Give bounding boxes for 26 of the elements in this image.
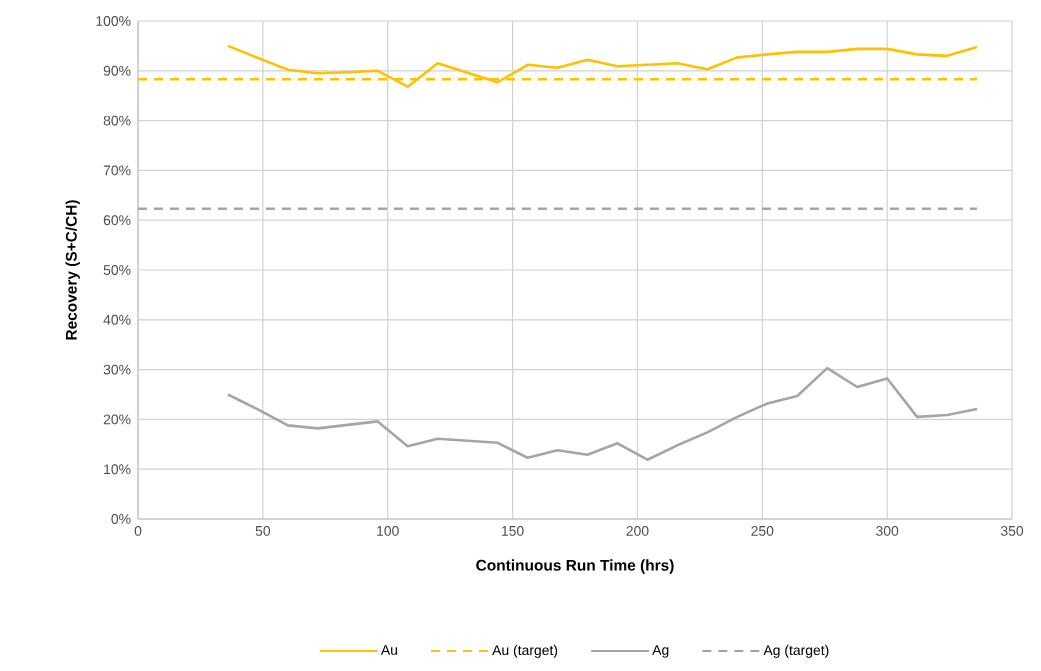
x-tick-label: 200: [626, 525, 649, 536]
x-tick-label: 250: [751, 525, 774, 536]
y-tick-label: 30%: [103, 364, 131, 375]
x-tick-label: 350: [1000, 525, 1024, 536]
line-series: [226, 366, 979, 462]
y-tick-label: 20%: [103, 414, 131, 425]
legend-label: Ag: [652, 645, 669, 658]
y-tick-label: 90%: [103, 65, 131, 76]
y-tick-label: 70%: [103, 165, 131, 176]
y-tick-label: 0%: [111, 514, 131, 524]
x-tick-label: 150: [502, 525, 524, 536]
legend-label: Au (target): [492, 644, 558, 658]
x-tick-label: 50: [255, 525, 271, 536]
legend-label: Ag (target): [763, 644, 829, 658]
x-tick-label: 0: [134, 525, 142, 536]
y-tick-label: 60%: [103, 215, 131, 226]
x-tick-label: 300: [876, 525, 899, 536]
y-tick-label: 10%: [104, 464, 131, 475]
y-tick-label: 40%: [103, 314, 131, 325]
x-tick-label: 100: [377, 525, 399, 536]
legend-label: Au: [380, 645, 398, 655]
y-tick-label: 50%: [103, 265, 131, 275]
y-tick-label: 100%: [96, 16, 131, 26]
x-axis-title: Continuous Run Time (hrs): [476, 559, 674, 574]
y-axis-title: Recovery (S+C/CH): [65, 200, 80, 340]
y-tick-label: 80%: [103, 115, 131, 126]
